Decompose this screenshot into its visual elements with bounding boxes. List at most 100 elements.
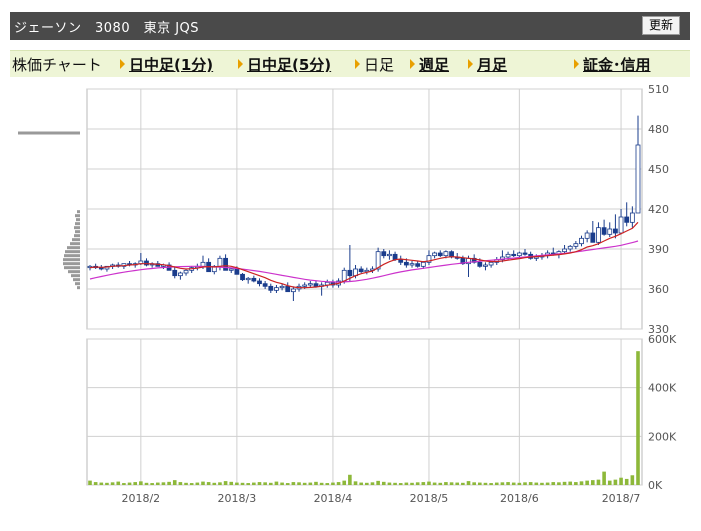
candle — [511, 250, 517, 257]
arrow-right-icon — [410, 59, 415, 69]
volume-bar — [167, 481, 171, 485]
volume-bar — [246, 483, 250, 485]
candle-body — [392, 253, 398, 261]
candle-body — [313, 283, 319, 287]
candle-body — [635, 144, 641, 214]
candle-body — [607, 228, 613, 235]
candle-body — [307, 283, 313, 286]
candle-body — [290, 288, 296, 293]
candle-body — [172, 269, 178, 277]
volume-bar — [122, 483, 126, 485]
volume-bar — [528, 482, 533, 485]
candle-body — [302, 284, 308, 287]
price-profile-bar — [77, 210, 80, 214]
volume-bar — [427, 481, 431, 485]
volume-bar — [376, 480, 380, 485]
candle — [567, 245, 573, 252]
price-profile-bar — [63, 262, 80, 266]
volume-bar — [568, 481, 573, 485]
volume-bar — [110, 482, 115, 485]
candle-body — [234, 268, 240, 275]
volume-bar — [517, 482, 522, 485]
volume-bar — [93, 482, 98, 485]
candle-body — [516, 252, 522, 257]
volume-bar — [432, 482, 437, 485]
candle — [590, 221, 596, 243]
candle — [579, 235, 584, 247]
price-tick-label: 480 — [648, 123, 669, 136]
candle — [409, 261, 415, 268]
volume-bar — [449, 482, 454, 485]
tab-intraday-5m[interactable]: 日中足(5分) — [238, 54, 331, 75]
volume-bar — [596, 479, 601, 485]
volume-bar — [155, 482, 160, 485]
tab-label: 週足 — [419, 56, 450, 74]
price-profile-bar — [65, 250, 80, 254]
tab-margin[interactable]: 証金･信用 — [574, 54, 651, 75]
volume-bar — [150, 483, 154, 485]
volume-bar — [585, 480, 589, 485]
price-profile-bar — [64, 266, 80, 270]
candle — [415, 261, 421, 268]
tab-intraday-1m[interactable]: 日中足(1分) — [120, 54, 213, 75]
tab-monthly[interactable]: 月足 — [468, 54, 507, 75]
candle-body — [200, 261, 206, 267]
x-tick-label: 2018/3 — [218, 492, 257, 505]
volume-bar — [218, 482, 222, 485]
candle — [262, 281, 268, 289]
candle-body — [420, 261, 426, 267]
chart-tab-bar: 株価チャート 日中足(1分) 日中足(5分) 日足 週足 月足 証金･信用 — [10, 50, 690, 77]
volume-bar — [223, 481, 228, 485]
candle-body — [584, 232, 590, 239]
candle-body — [274, 287, 279, 291]
candle-body — [223, 257, 228, 271]
volume-plot-area — [86, 338, 643, 486]
volume-bar — [381, 481, 386, 485]
volume-bar — [178, 482, 183, 485]
volume-bar — [511, 482, 516, 485]
volume-bar — [263, 482, 267, 485]
price-profile-bar — [63, 258, 80, 262]
x-tick-label: 2018/5 — [410, 492, 449, 505]
volume-bar — [415, 482, 420, 485]
volume-bar — [404, 482, 409, 485]
candle-body — [381, 251, 387, 257]
candle — [596, 222, 601, 245]
candle-body — [409, 263, 415, 266]
candle — [607, 222, 613, 237]
volume-bar — [636, 351, 640, 485]
candle-body — [522, 252, 528, 255]
candle — [398, 255, 404, 265]
candle — [285, 282, 291, 293]
volume-bar — [257, 482, 262, 485]
candle-body — [398, 259, 404, 263]
volume-bar — [624, 478, 629, 485]
volume-bar — [105, 482, 109, 485]
candle-body — [262, 283, 268, 287]
refresh-button[interactable]: 更新 — [641, 16, 680, 35]
candle-body — [590, 232, 596, 243]
candle-body — [437, 252, 443, 257]
price-tick-label: 330 — [648, 323, 669, 336]
volume-bar — [545, 482, 550, 485]
price-profile-bar — [70, 242, 80, 246]
price-profile — [18, 131, 80, 290]
candle — [601, 219, 607, 236]
volume-bar — [291, 482, 296, 485]
candle-body — [387, 253, 392, 257]
volume-bar — [336, 482, 341, 485]
volume-bar — [472, 482, 476, 485]
volume-bar — [172, 480, 177, 485]
candle — [635, 115, 641, 214]
volume-bar — [393, 482, 397, 485]
candle — [437, 250, 443, 257]
price-profile-bar — [74, 226, 80, 230]
volume-tick-label: 200K — [648, 430, 677, 443]
tab-label: 月足 — [477, 56, 508, 74]
tab-label: 株価チャート — [12, 56, 102, 74]
candle-body — [579, 237, 584, 245]
candle — [251, 275, 257, 283]
volume-tick-label: 600K — [648, 333, 677, 346]
tab-weekly[interactable]: 週足 — [410, 54, 449, 75]
